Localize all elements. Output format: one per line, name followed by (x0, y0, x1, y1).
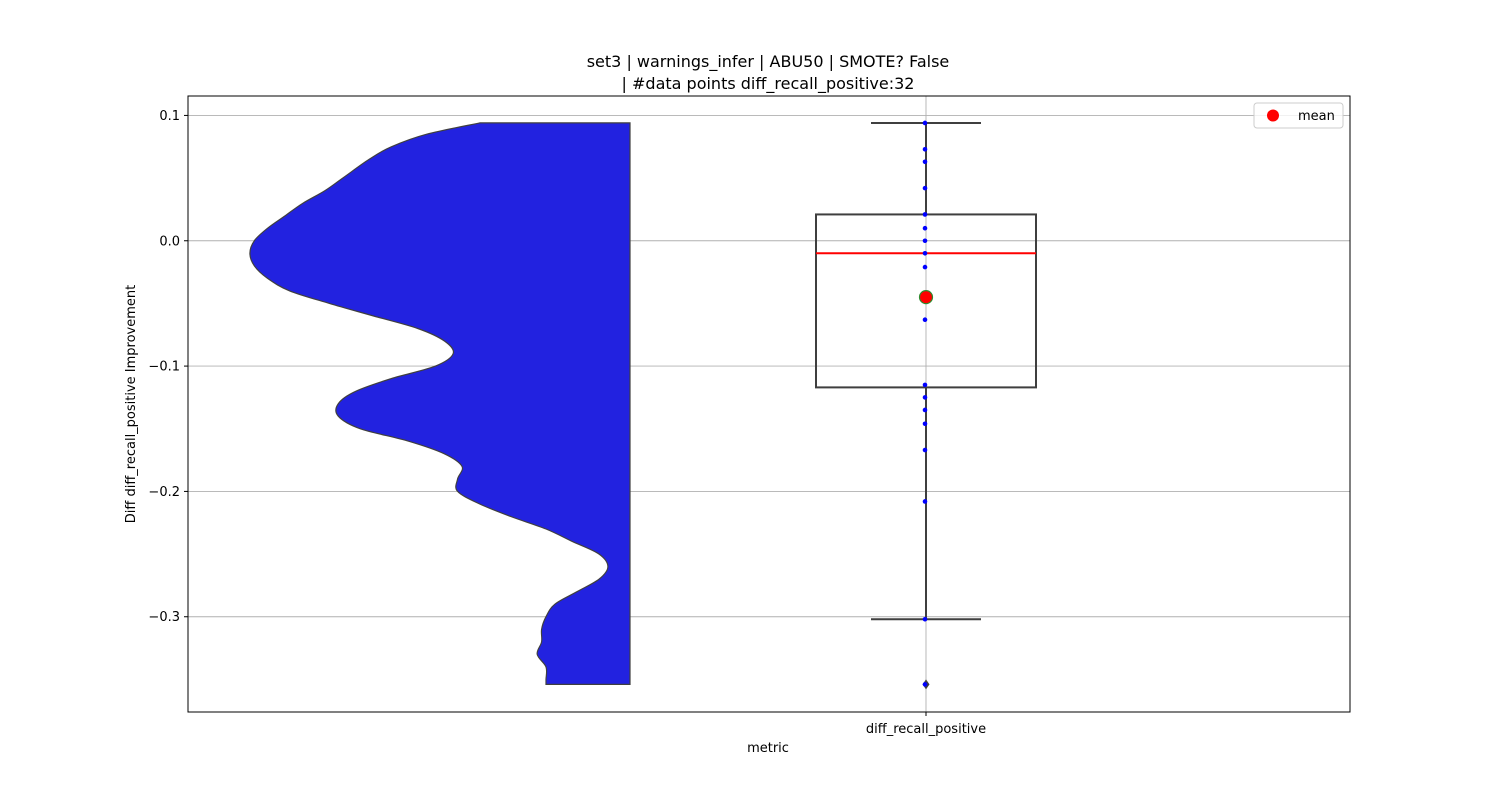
chart-title-line-1: set3 | warnings_infer | ABU50 | SMOTE? F… (587, 52, 950, 72)
y-tick-label: 0.0 (159, 234, 180, 249)
mean-marker (918, 290, 934, 305)
data-point (922, 421, 928, 427)
data-point (922, 225, 928, 231)
data-point (922, 185, 928, 191)
legend-mean-marker (1267, 109, 1279, 122)
data-point (922, 447, 928, 453)
data-point (922, 395, 928, 400)
data-point (922, 317, 928, 323)
y-axis-label: Diff diff_recall_positive Improvement (124, 285, 139, 524)
x-axis-ticks: diff_recall_positive (866, 712, 986, 737)
data-point (922, 264, 928, 270)
chart-title-line-2: | #data points diff_recall_positive:32 (622, 74, 915, 94)
legend-mean-label: mean (1298, 109, 1335, 124)
data-point (922, 120, 928, 126)
y-tick-label: −0.2 (148, 485, 180, 500)
legend: mean (1253, 102, 1344, 129)
data-point (922, 250, 928, 256)
data-point (922, 616, 928, 622)
x-axis-label: metric (747, 741, 789, 756)
y-tick-label: 0.1 (159, 109, 180, 124)
data-point (922, 212, 928, 217)
data-point (922, 407, 928, 413)
y-tick-label: −0.3 (148, 610, 180, 625)
legend-frame (1253, 102, 1344, 129)
data-point (922, 146, 928, 152)
y-tick-label: −0.1 (148, 360, 180, 375)
data-point (922, 238, 928, 244)
data-point (922, 682, 928, 687)
data-point (922, 382, 928, 388)
x-tick-label: diff_recall_positive (866, 722, 986, 737)
plot-frame (187, 95, 1351, 713)
y-axis-ticks: 0.1 0.0 −0.1 −0.2 −0.3 (148, 109, 188, 625)
violin-shape (249, 122, 631, 685)
violin-plot (249, 122, 631, 685)
data-points (918, 120, 934, 687)
data-point (922, 159, 928, 165)
data-point (922, 499, 928, 504)
